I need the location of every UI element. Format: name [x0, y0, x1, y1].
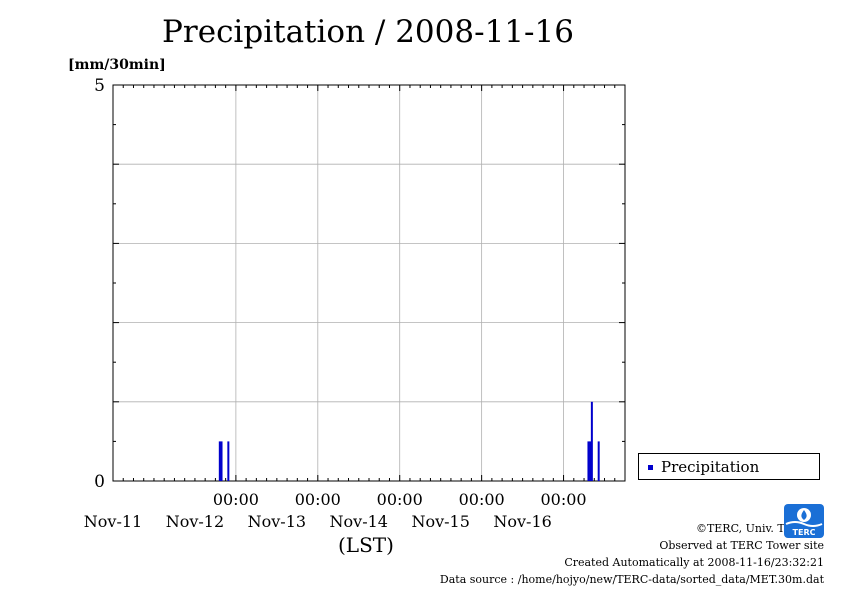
- precipitation-bar: [587, 441, 590, 481]
- legend-swatch: [648, 465, 653, 470]
- x-date-label: Nov-16: [493, 512, 551, 531]
- logo-wave: [785, 521, 823, 527]
- created-text: Created Automatically at 2008-11-16/23:3…: [564, 556, 824, 569]
- x-tick-time-label: 00:00: [541, 490, 587, 509]
- terc-logo: TERC: [784, 504, 824, 538]
- precipitation-bar: [218, 441, 221, 481]
- x-date-label: Nov-15: [411, 512, 469, 531]
- data-source-text: Data source : /home/hojyo/new/TERC-data/…: [439, 573, 824, 586]
- y-axis-unit-label: [mm/30min]: [68, 57, 166, 73]
- x-date-label: Nov-12: [166, 512, 224, 531]
- x-tick-time-label: 00:00: [295, 490, 341, 509]
- precipitation-bar: [590, 401, 593, 481]
- precipitation-bar: [597, 441, 600, 481]
- x-tick-time-label: 00:00: [377, 490, 423, 509]
- logo-drop: [801, 510, 807, 520]
- precipitation-bar: [589, 441, 592, 481]
- y-tick-label: 0: [94, 472, 105, 492]
- site-text: Observed at TERC Tower site: [659, 539, 824, 552]
- x-date-label: Nov-14: [330, 512, 388, 531]
- legend-label: Precipitation: [661, 458, 760, 476]
- logo-text: TERC: [793, 528, 816, 537]
- x-date-label: Nov-13: [248, 512, 306, 531]
- x-date-label: Nov-11: [84, 512, 142, 531]
- x-axis-label: (LST): [338, 533, 394, 557]
- precipitation-bar: [220, 441, 223, 481]
- x-tick-time-label: 00:00: [213, 490, 259, 509]
- chart-title: Precipitation / 2008-11-16: [162, 14, 574, 50]
- x-tick-time-label: 00:00: [459, 490, 505, 509]
- plot-frame: [112, 84, 626, 482]
- legend: Precipitation: [638, 453, 820, 480]
- y-tick-label: 5: [94, 76, 105, 96]
- precipitation-bar: [227, 441, 230, 481]
